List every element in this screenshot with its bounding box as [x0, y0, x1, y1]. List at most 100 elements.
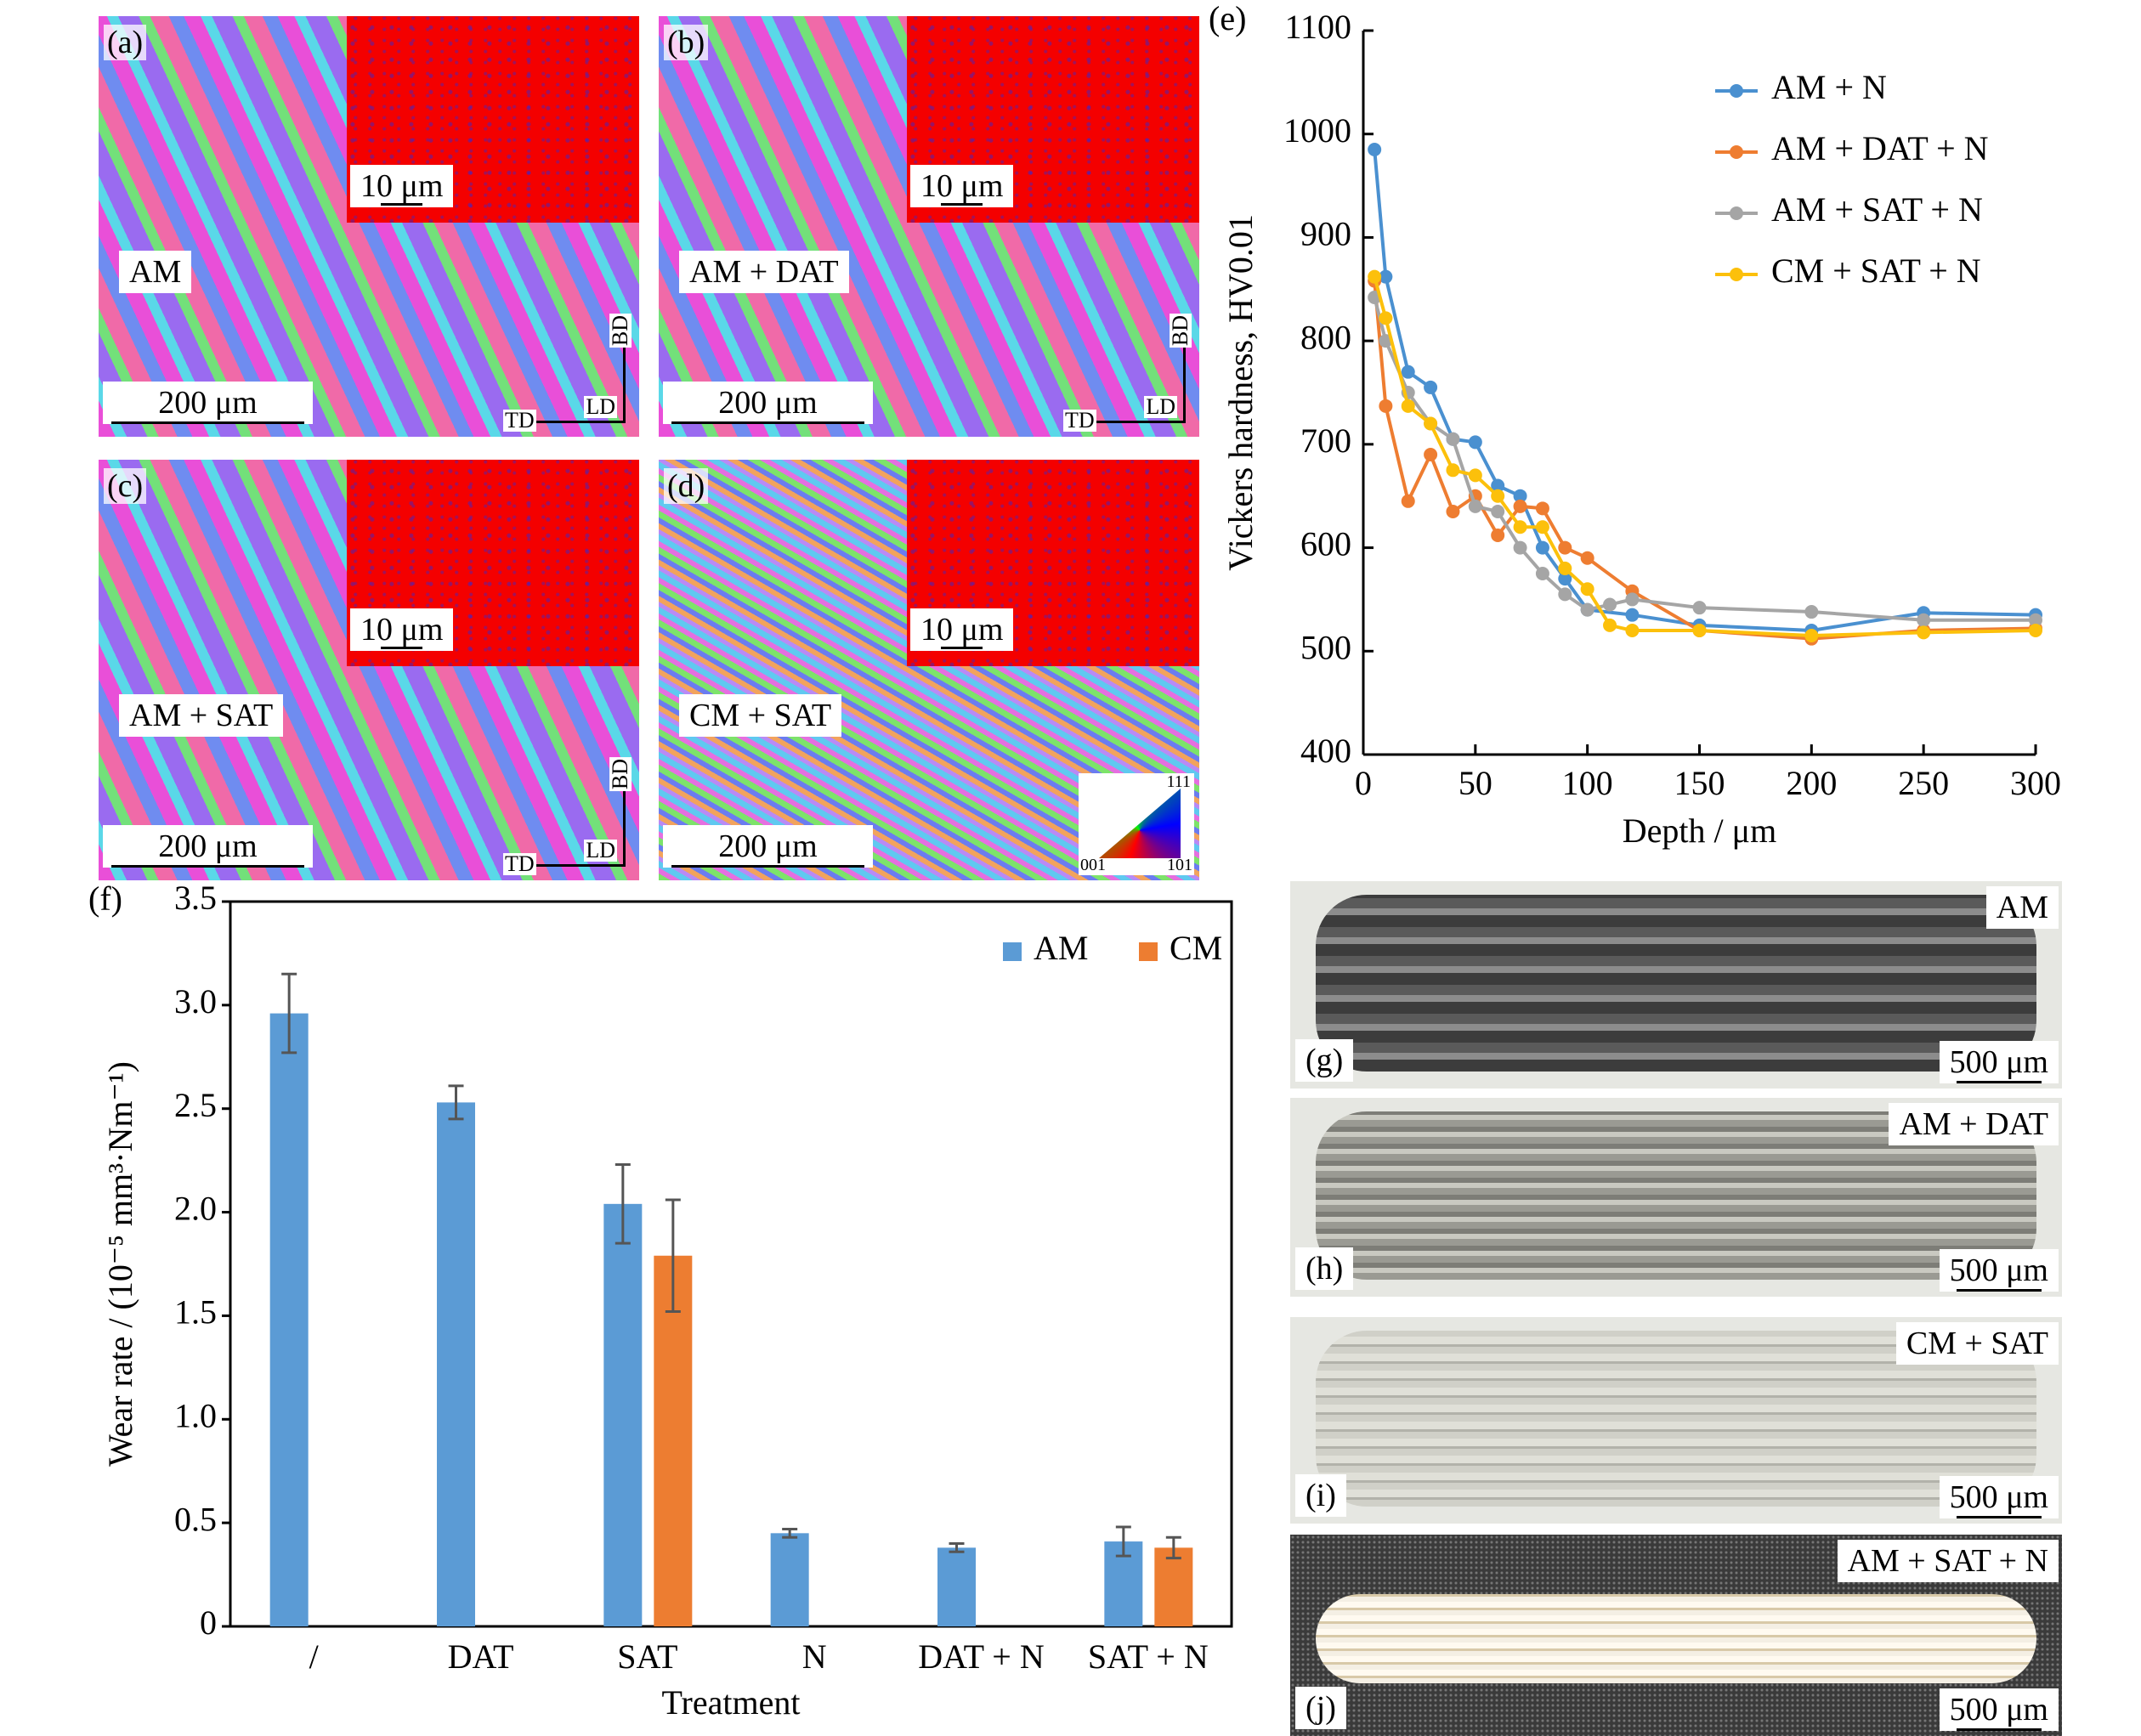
marker — [1804, 629, 1819, 643]
panel-label: (a) — [104, 25, 147, 60]
marker — [2029, 613, 2042, 627]
legend-label: CM — [1170, 929, 1222, 967]
wear-track: AM (g) 500 μm — [1290, 881, 2062, 1089]
bar — [770, 1533, 809, 1626]
axis-label: TD — [1063, 408, 1096, 433]
scale-label: 500 μm — [1939, 1249, 2059, 1292]
condition-label: AM + SAT — [119, 694, 284, 737]
panel-label: (c) — [104, 468, 147, 504]
line — [1373, 280, 2036, 641]
marker — [1424, 416, 1438, 431]
condition-label: CM + SAT — [679, 694, 842, 737]
scale-label: 200 μm — [663, 382, 873, 424]
micrograph: (a) 10 μm AM 200 μm BD LD TD — [99, 16, 639, 437]
marker — [1535, 520, 1549, 534]
axis-label: BD — [607, 756, 632, 792]
scale-bar — [1956, 1516, 2042, 1518]
y-tick-label: 1.0 — [174, 1396, 217, 1434]
scale-bar — [941, 647, 983, 649]
marker — [1917, 625, 1931, 640]
x-axis-title: Depth / μm — [1623, 811, 1776, 850]
y-axis-title: Wear rate / (10⁻⁵ mm³·Nm⁻¹) — [101, 1061, 139, 1467]
marker — [1603, 597, 1617, 612]
error-bar — [782, 1527, 798, 1539]
scale-bar — [671, 421, 864, 424]
error-bar — [665, 1198, 681, 1314]
bar — [603, 1203, 643, 1626]
marker — [1401, 365, 1415, 379]
marker — [1692, 601, 1707, 615]
ipf-label: 001 — [1080, 856, 1106, 874]
legend-marker — [1730, 145, 1743, 159]
marker — [1625, 592, 1640, 607]
marker — [1446, 504, 1460, 518]
marker — [1558, 561, 1572, 575]
micrograph: (c) 10 μm AM + SAT 200 μm BD LD TD — [99, 460, 639, 880]
marker — [1625, 608, 1640, 622]
y-tick-label: 500 — [1300, 628, 1351, 666]
x-axis-title: Treatment — [662, 1683, 801, 1722]
error-bar — [281, 972, 297, 1055]
marker — [1379, 311, 1393, 325]
micrograph: (b) 10 μm AM + DAT 200 μm BD LD TD — [659, 16, 1199, 437]
track — [1316, 895, 2036, 1072]
error-bar — [949, 1542, 965, 1553]
ipf-label: 111 — [1166, 772, 1191, 791]
y-axis-title: Vickers hardness, HV0.01 — [1221, 214, 1260, 571]
legend-label: AM + SAT + N — [1771, 190, 1983, 229]
marker — [1558, 540, 1572, 555]
marker — [2029, 623, 2042, 637]
marker — [1468, 499, 1482, 513]
x-tick-label: SAT — [617, 1637, 677, 1676]
marker — [1379, 399, 1393, 413]
axis-line — [532, 421, 626, 423]
x-tick-label: 50 — [1458, 764, 1492, 802]
axis-label: BD — [607, 313, 632, 348]
marker — [1804, 605, 1819, 619]
axis-line — [1092, 421, 1186, 423]
marker — [1424, 380, 1438, 394]
marker — [1368, 269, 1382, 284]
scale-label: 500 μm — [1939, 1041, 2059, 1083]
panel-label: (i) — [1295, 1474, 1346, 1517]
marker — [1580, 602, 1594, 617]
legend-swatch — [1139, 942, 1158, 961]
marker — [1401, 494, 1415, 508]
marker — [1446, 463, 1460, 478]
bar — [269, 1013, 309, 1626]
marker — [1424, 448, 1438, 462]
condition-label: AM + SAT + N — [1837, 1540, 2059, 1582]
y-tick-label: 800 — [1300, 318, 1351, 356]
marker — [1625, 623, 1640, 637]
x-tick-label: 250 — [1898, 764, 1949, 802]
scale-bar — [1956, 1081, 2042, 1083]
legend-label: AM + DAT + N — [1771, 129, 1989, 167]
marker — [1513, 540, 1527, 555]
condition-label: AM — [119, 251, 192, 293]
scale-bar — [111, 865, 304, 868]
axis-label: BD — [1167, 313, 1192, 348]
legend-label: AM — [1034, 929, 1088, 967]
x-tick-label: SAT + N — [1088, 1637, 1209, 1676]
x-tick-label: DAT + N — [918, 1637, 1045, 1676]
marker — [1603, 618, 1617, 632]
marker — [1491, 528, 1505, 542]
scale-label: 500 μm — [1939, 1688, 2059, 1731]
axis-line — [623, 773, 626, 865]
axis-label: TD — [503, 851, 536, 876]
marker — [1513, 499, 1527, 513]
panel-label: (h) — [1295, 1247, 1354, 1290]
y-tick-label: 1100 — [1284, 8, 1351, 46]
scale-bar — [1956, 1289, 2042, 1292]
wear-track: AM + SAT + N (j) 500 μm — [1290, 1535, 2062, 1736]
marker — [1401, 399, 1415, 413]
marker — [1491, 489, 1505, 503]
axis-label: LD — [584, 838, 617, 862]
marker — [1513, 489, 1527, 503]
marker — [1513, 520, 1527, 534]
scale-bar — [671, 865, 864, 868]
panel-label: (f) — [88, 879, 122, 918]
line — [1373, 276, 2036, 638]
axes: BD LD TD — [503, 756, 632, 876]
